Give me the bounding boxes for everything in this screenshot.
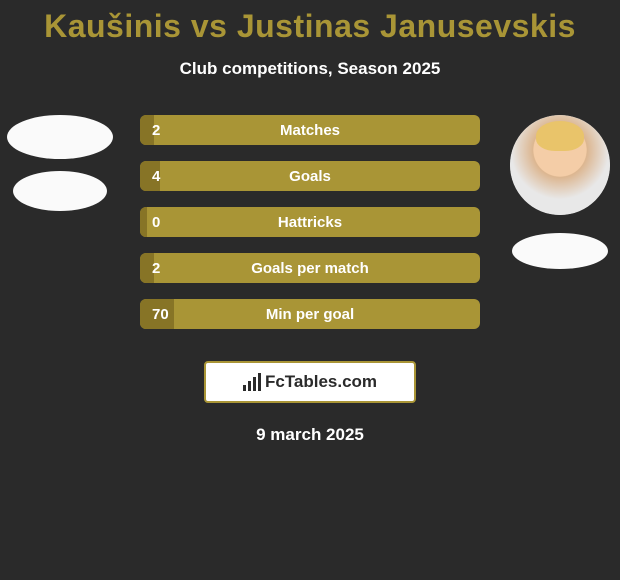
watermark-badge: FcTables.com xyxy=(204,361,416,403)
avatar-face-icon xyxy=(510,115,610,215)
subtitle: Club competitions, Season 2025 xyxy=(0,59,620,79)
watermark-text: FcTables.com xyxy=(265,372,377,392)
player-right-col xyxy=(500,115,620,345)
stat-row: 70Min per goal xyxy=(140,299,480,329)
player-left-col xyxy=(0,115,120,345)
stat-row: 2Goals per match xyxy=(140,253,480,283)
stat-label: Goals per match xyxy=(140,260,480,277)
stat-bars: 2Matches 4Goals 0Hattricks 2Goals per match… xyxy=(140,115,480,345)
stat-label: Hattricks xyxy=(140,214,480,231)
infographic-root: Kaušinis vs Justinas Janusevskis Club co… xyxy=(0,0,620,580)
page-title: Kaušinis vs Justinas Janusevskis xyxy=(0,0,620,45)
stat-row: 4Goals xyxy=(140,161,480,191)
stat-label: Min per goal xyxy=(140,306,480,323)
player-right-flag-placeholder xyxy=(512,233,608,269)
stat-label: Goals xyxy=(140,168,480,185)
barchart-icon xyxy=(243,373,261,391)
comparison-block: 2Matches 4Goals 0Hattricks 2Goals per match… xyxy=(0,115,620,345)
date-label: 9 march 2025 xyxy=(0,425,620,445)
player-right-avatar xyxy=(510,115,610,215)
stat-label: Matches xyxy=(140,122,480,139)
stat-row: 0Hattricks xyxy=(140,207,480,237)
stat-row: 2Matches xyxy=(140,115,480,145)
player-left-avatar-placeholder xyxy=(7,115,113,159)
player-left-flag-placeholder xyxy=(13,171,107,211)
